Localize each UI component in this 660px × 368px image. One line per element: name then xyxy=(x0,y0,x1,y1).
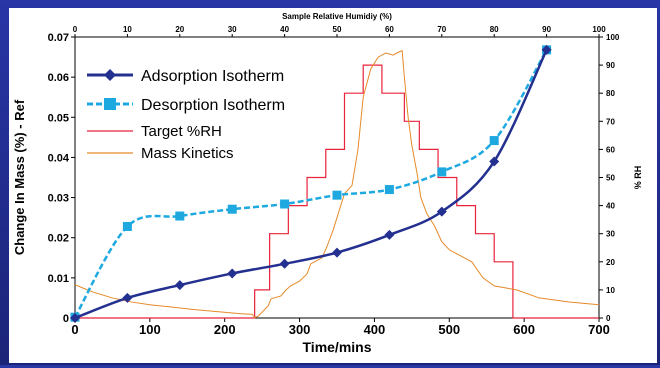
adsorption-point xyxy=(436,206,447,217)
desorption-point xyxy=(437,167,447,177)
y2-tick-label: 40 xyxy=(606,202,615,211)
top-tick-label: 30 xyxy=(228,25,237,34)
y-axis-title: Change In Mass (%) - Ref xyxy=(12,99,27,255)
legend-adsorption-label: Adsorption Isotherm xyxy=(141,68,284,85)
x-tick-label: 100 xyxy=(139,322,161,337)
sorption-chart: 0 100 200 300 400 500 600 70000.010.020.030.040… xyxy=(12,12,643,355)
y2-tick-label: 0 xyxy=(606,314,611,323)
legend-adsorption-swatch-marker xyxy=(104,69,116,81)
y-tick-label: 0.01 xyxy=(48,273,69,285)
desorption-point xyxy=(227,204,237,214)
desorption-point xyxy=(332,190,342,200)
y2-tick-label: 30 xyxy=(606,230,615,239)
x-tick-label: 200 xyxy=(214,322,236,337)
y2-tick-label: 50 xyxy=(606,174,615,183)
x-tick-label: 500 xyxy=(438,322,460,337)
chart-panel: 0 100 200 300 400 500 600 700 0 0.01 0.02 0.03 0.04 0… xyxy=(9,8,657,363)
x-axis-title: Time/mins xyxy=(303,339,372,355)
adsorption-point xyxy=(279,258,290,269)
x-tick-label: 700 xyxy=(588,322,610,337)
top-tick-label: 70 xyxy=(437,25,446,34)
x-tick-label: 0 xyxy=(71,322,78,337)
top-tick-label: 10 xyxy=(123,25,132,34)
legend-target-label: Target %RH xyxy=(141,123,222,140)
y2-tick-label: 90 xyxy=(606,61,615,70)
adsorption-point xyxy=(122,292,133,303)
y2-tick-label: 10 xyxy=(606,286,615,295)
y-tick-label: 0.04 xyxy=(48,152,70,164)
y2-tick-label: 20 xyxy=(606,258,615,267)
desorption-point xyxy=(489,136,499,146)
top-tick-label: 50 xyxy=(333,25,342,34)
x-tick-label: 600 xyxy=(513,322,535,337)
top-axis-title: Sample Relative Humidiy (%) xyxy=(282,12,392,21)
adsorption-point xyxy=(541,44,552,55)
top-tick-label: 60 xyxy=(385,25,394,34)
adsorption-point xyxy=(227,268,238,279)
adsorption-point xyxy=(332,247,342,258)
y2-tick-label: 80 xyxy=(606,89,615,98)
desorption-point xyxy=(175,211,185,221)
y-tick-label: 0.03 xyxy=(48,193,69,205)
y2-tick-label: 60 xyxy=(606,145,615,154)
top-tick-label: 40 xyxy=(280,25,289,34)
legend-desorption-label: Desorption Isotherm xyxy=(141,97,285,114)
top-tick-label: 20 xyxy=(175,25,184,34)
y2-tick-label: 70 xyxy=(606,117,615,126)
x-tick-label: 300 xyxy=(289,322,311,337)
y2-tick-label: 100 xyxy=(606,33,620,42)
desorption-point xyxy=(122,221,132,231)
y2-axis-title: % RH xyxy=(633,166,643,190)
adsorption-point xyxy=(174,280,185,291)
mass-kinetics-line xyxy=(74,49,600,319)
y-tick-label: 0.06 xyxy=(48,72,69,84)
legend-kinetics-label: Mass Kinetics xyxy=(141,145,234,162)
top-tick-label: 0 xyxy=(73,25,78,34)
y-tick-label: 0.05 xyxy=(48,112,69,124)
y-tick-label: 0.02 xyxy=(48,233,69,245)
x-tick-label: 400 xyxy=(364,322,386,337)
y-tick-label: 0 xyxy=(63,313,69,325)
desorption-line xyxy=(73,49,548,318)
top-tick-label: 100 xyxy=(592,25,606,34)
adsorption-point xyxy=(70,313,80,323)
top-tick-label: 90 xyxy=(542,25,551,34)
y-tick-label: 0.07 xyxy=(48,32,69,44)
adsorption-point xyxy=(489,156,500,167)
legend-desorption-swatch-marker xyxy=(104,98,116,110)
target-rh-line xyxy=(75,64,599,319)
adsorption-line xyxy=(74,49,548,320)
desorption-point xyxy=(280,199,290,209)
adsorption-point xyxy=(384,229,395,240)
desorption-point xyxy=(384,185,394,195)
top-tick-label: 80 xyxy=(490,25,499,34)
